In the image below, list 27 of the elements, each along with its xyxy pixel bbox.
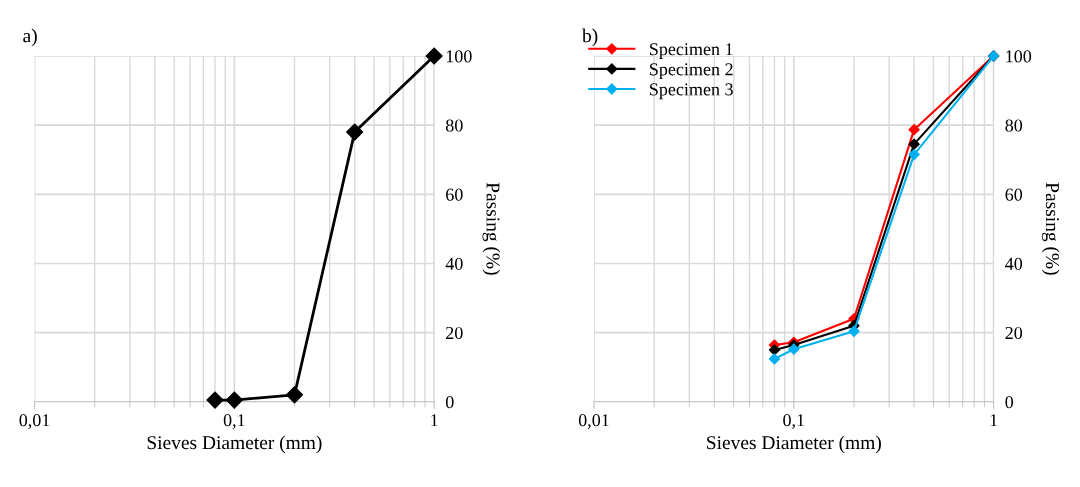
legend-label: Specimen 2	[650, 63, 733, 80]
chart-title: a)	[23, 28, 37, 47]
y-tick-label: 60	[1005, 188, 1023, 201]
x-tick-label: 1	[990, 414, 998, 427]
y-tick-label: 0	[1005, 396, 1014, 409]
legend-label: Specimen 3	[650, 83, 733, 100]
x-axis-title: Sieves Diameter (mm)	[147, 435, 322, 454]
y-tick-label: 100	[446, 50, 472, 63]
x-tick-label: 0,1	[223, 414, 245, 429]
y-tick-label: 60	[446, 188, 463, 201]
y-tick-label: 40	[1005, 257, 1023, 270]
y-tick-label: 20	[1005, 326, 1023, 340]
x-axis-title: Sieves Diameter (mm)	[707, 435, 881, 454]
legend-label: Specimen 1	[650, 43, 733, 59]
y-tick-label: 100	[1006, 50, 1032, 63]
x-tick-label: 0,1	[783, 414, 804, 429]
y-tick-label: 40	[445, 257, 463, 270]
y-axis-title: Passing (%)	[482, 182, 501, 275]
y-tick-label: 80	[445, 119, 463, 132]
y-tick-label: 80	[1005, 119, 1023, 132]
y-axis-title: Passing (%)	[1041, 182, 1060, 275]
x-tick-label: 1	[431, 414, 438, 427]
x-tick-label: 0,01	[19, 414, 50, 429]
y-tick-label: 20	[446, 326, 463, 340]
y-tick-label: 0	[445, 396, 454, 409]
chart-title: b)	[582, 28, 598, 47]
x-tick-label: 0,01	[578, 414, 609, 429]
